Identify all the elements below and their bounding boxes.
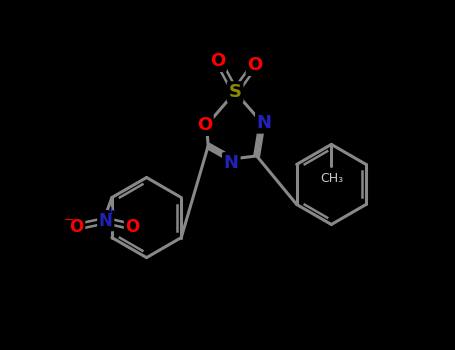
Text: O: O: [197, 116, 212, 134]
Text: +: +: [107, 206, 116, 216]
Text: S: S: [228, 83, 242, 101]
Text: −: −: [64, 214, 74, 227]
Text: O: O: [69, 218, 84, 236]
Text: O: O: [210, 52, 225, 70]
Text: N: N: [99, 212, 113, 230]
Text: O: O: [248, 56, 263, 74]
Text: CH₃: CH₃: [320, 172, 343, 185]
Text: O: O: [126, 218, 140, 236]
Text: N: N: [224, 154, 239, 172]
Text: N: N: [257, 114, 272, 132]
